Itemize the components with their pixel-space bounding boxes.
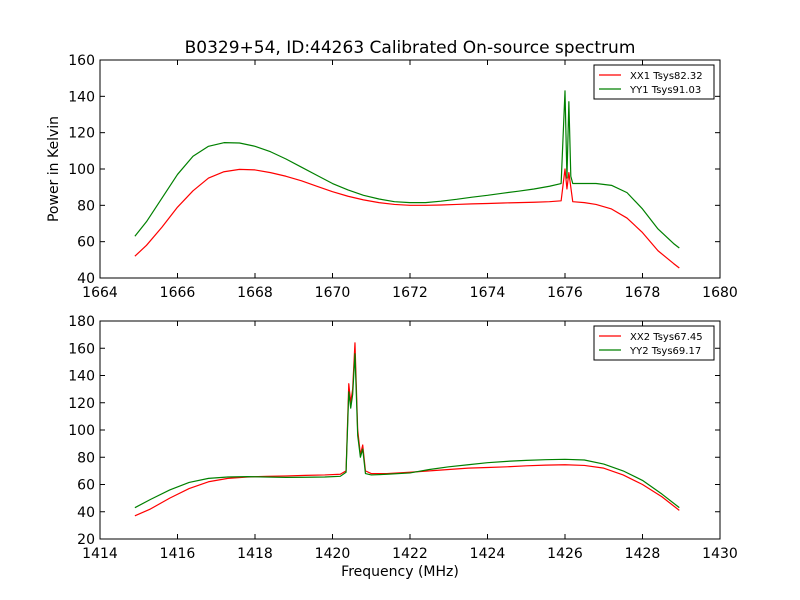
y-tick-label: 140 bbox=[68, 369, 95, 385]
y-tick-label: 60 bbox=[77, 478, 95, 494]
x-tick-label: 1426 bbox=[547, 546, 583, 562]
legend: XX1 Tsys82.32 YY1 Tsys91.03 bbox=[593, 64, 715, 100]
legend-entry: XX2 Tsys67.45 bbox=[630, 332, 703, 343]
y-tick-label: 120 bbox=[68, 396, 95, 412]
x-tick-label: 1422 bbox=[392, 546, 428, 562]
x-tick-label: 1428 bbox=[625, 546, 661, 562]
y-tick-label: 80 bbox=[77, 450, 95, 466]
legend-entry: YY1 Tsys91.03 bbox=[629, 85, 701, 96]
y-tick-label: 20 bbox=[77, 532, 95, 548]
x-tick-label: 1674 bbox=[470, 285, 506, 301]
x-tick-label: 1666 bbox=[160, 285, 196, 301]
legend-entry: XX1 Tsys82.32 bbox=[630, 71, 703, 82]
y-tick-label: 60 bbox=[77, 235, 95, 251]
x-tick-label: 1416 bbox=[160, 546, 196, 562]
x-tick-label: 1420 bbox=[315, 546, 351, 562]
y-tick-label: 80 bbox=[77, 198, 95, 214]
series-line-yy bbox=[134, 90, 680, 249]
series-line-xx bbox=[134, 168, 680, 269]
x-tick-label: 1430 bbox=[702, 546, 738, 562]
y-tick-label: 160 bbox=[68, 341, 95, 357]
legend-box bbox=[593, 325, 715, 361]
lower-spectrum-chart: 1414 1416 1418 1420 1422 1424 1426 1428 1430 20 40… bbox=[68, 314, 738, 580]
x-tick-label: 1678 bbox=[625, 285, 661, 301]
y-tick-label: 180 bbox=[68, 314, 95, 330]
y-tick-label: 40 bbox=[77, 505, 95, 521]
x-tick-label: 1672 bbox=[392, 285, 428, 301]
legend: XX2 Tsys67.45 YY2 Tsys69.17 bbox=[593, 325, 715, 361]
x-tick-label: 1668 bbox=[237, 285, 273, 301]
y-tick-label: 140 bbox=[68, 89, 95, 105]
x-tick-label: 1424 bbox=[470, 546, 506, 562]
legend-entry: YY2 Tsys69.17 bbox=[629, 346, 701, 357]
y-tick-label: 120 bbox=[68, 126, 95, 142]
x-axis-label: Frequency (MHz) bbox=[341, 564, 459, 580]
y-axis-label: Power in Kelvin bbox=[46, 116, 62, 222]
series-group bbox=[134, 90, 680, 269]
series-group bbox=[134, 342, 680, 517]
x-tick-label: 1676 bbox=[547, 285, 583, 301]
x-tick-label: 1680 bbox=[702, 285, 738, 301]
y-tick-label: 40 bbox=[77, 271, 95, 287]
upper-spectrum-chart: 1664 1666 1668 1670 1672 1674 1676 1678 1680 40 60… bbox=[46, 53, 738, 301]
series-line-yy bbox=[134, 353, 680, 509]
y-tick-label: 100 bbox=[68, 162, 95, 178]
x-tick-label: 1414 bbox=[82, 546, 118, 562]
legend-box bbox=[593, 64, 715, 100]
y-tick-label: 100 bbox=[68, 423, 95, 439]
plot-title: B0329+54, ID:44263 Calibrated On-source … bbox=[185, 38, 636, 58]
x-tick-label: 1670 bbox=[315, 285, 351, 301]
x-tick-label: 1418 bbox=[237, 546, 273, 562]
y-tick-label: 160 bbox=[68, 53, 95, 69]
x-tick-label: 1664 bbox=[82, 285, 118, 301]
